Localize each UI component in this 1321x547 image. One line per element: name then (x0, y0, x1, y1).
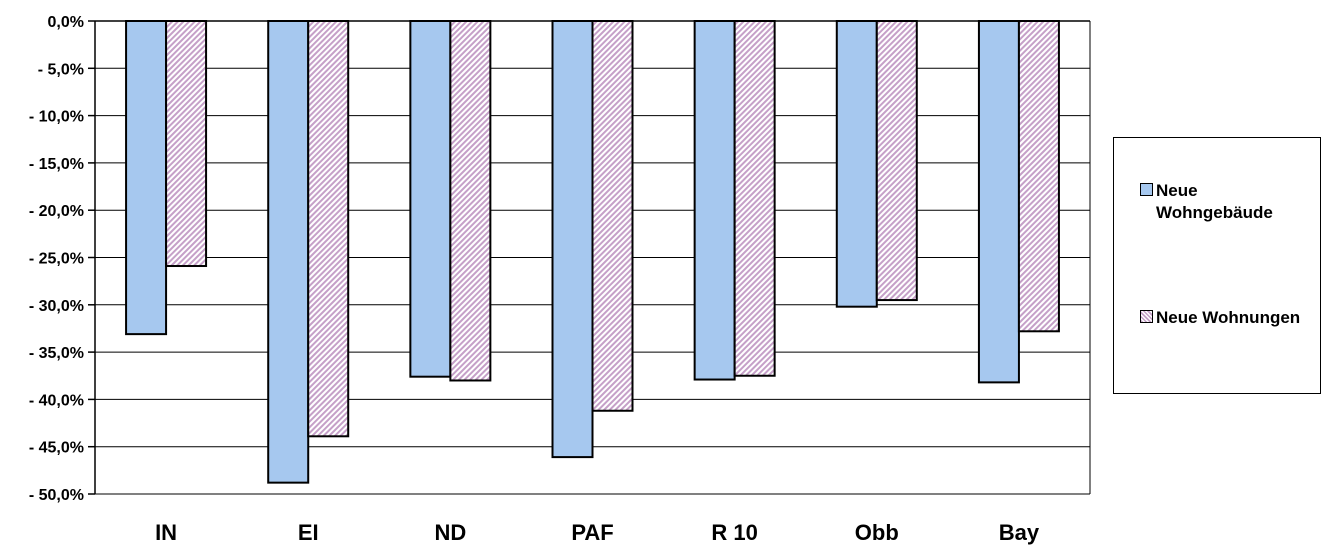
legend-swatch-series-1 (1140, 183, 1153, 196)
y-tick-label: - 25,0% (29, 251, 84, 268)
x-tick-label: R 10 (711, 520, 757, 545)
y-tick-label: - 5,0% (38, 61, 84, 78)
x-tick-label: EI (298, 520, 319, 545)
y-tick-label: - 50,0% (29, 487, 84, 504)
bar-series-2-obb (875, 20, 918, 302)
y-tick-label: - 20,0% (29, 203, 84, 220)
x-tick-label: Obb (855, 520, 899, 545)
bar-series-1-in (125, 20, 168, 336)
bar-series-2-bay (1017, 20, 1060, 333)
bar-series-1-r-10 (693, 20, 736, 381)
bar-series-2-in (165, 20, 208, 268)
y-tick-label: - 30,0% (29, 298, 84, 315)
bar-series-1-obb (835, 20, 878, 308)
bar-series-2-r-10 (733, 20, 776, 377)
x-tick-label: IN (155, 520, 177, 545)
bar-series-1-ei (267, 20, 310, 484)
legend: Neue Wohngebäude Neue Wohnungen (1113, 137, 1321, 394)
x-axis-labels: IN EI ND PAF R 10 Obb Bay (155, 520, 1040, 545)
bars (125, 20, 1060, 484)
legend-item-series-2: Neue Wohnungen (1140, 307, 1316, 329)
x-tick-label: ND (434, 520, 466, 545)
bar-series-1-paf (551, 20, 594, 459)
bar-series-1-bay (977, 20, 1020, 384)
y-axis-ticks: 0,0% - 5,0% - 10,0% - 15,0% - 20,0% - 25,0% - … (29, 14, 95, 504)
y-tick-label: - 15,0% (29, 156, 84, 173)
y-tick-label: - 35,0% (29, 345, 84, 362)
legend-label-series-1: Neue Wohngebäude (1156, 181, 1273, 222)
legend-item-series-1: Neue Wohngebäude (1140, 180, 1316, 224)
bar-series-2-paf (591, 20, 634, 412)
legend-label-series-2: Neue Wohnungen (1156, 308, 1301, 327)
y-tick-label: - 40,0% (29, 392, 84, 409)
x-tick-label: PAF (571, 520, 613, 545)
y-tick-label: - 10,0% (29, 109, 84, 126)
y-tick-label: 0,0% (48, 14, 84, 31)
bar-series-1-nd (409, 20, 452, 378)
bar-series-2-nd (449, 20, 492, 382)
bar-series-2-ei (307, 20, 350, 438)
legend-swatch-series-2 (1140, 310, 1153, 323)
y-tick-label: - 45,0% (29, 440, 84, 457)
x-tick-label: Bay (999, 520, 1040, 545)
